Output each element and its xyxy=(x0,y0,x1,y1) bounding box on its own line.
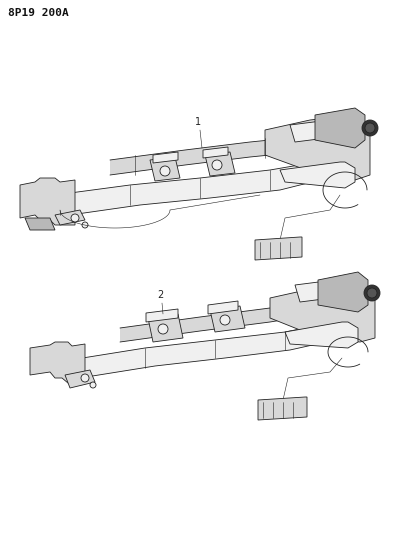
Polygon shape xyxy=(55,210,85,225)
Polygon shape xyxy=(70,322,335,378)
Polygon shape xyxy=(270,283,375,342)
Circle shape xyxy=(362,120,378,136)
Polygon shape xyxy=(285,322,358,348)
Polygon shape xyxy=(120,298,330,342)
Polygon shape xyxy=(258,397,307,420)
Circle shape xyxy=(364,285,380,301)
Polygon shape xyxy=(203,147,228,158)
Polygon shape xyxy=(205,152,235,176)
Polygon shape xyxy=(148,314,183,342)
Polygon shape xyxy=(146,309,178,322)
Polygon shape xyxy=(208,301,238,314)
Circle shape xyxy=(212,160,222,170)
Polygon shape xyxy=(318,272,368,312)
Polygon shape xyxy=(70,322,335,378)
Polygon shape xyxy=(65,370,95,388)
Circle shape xyxy=(220,315,230,325)
Circle shape xyxy=(160,166,170,176)
Circle shape xyxy=(365,123,375,133)
Polygon shape xyxy=(25,218,55,230)
Polygon shape xyxy=(255,237,302,260)
Polygon shape xyxy=(210,306,245,332)
Circle shape xyxy=(71,214,79,222)
Circle shape xyxy=(158,324,168,334)
Polygon shape xyxy=(265,115,370,180)
Polygon shape xyxy=(153,152,178,163)
Polygon shape xyxy=(315,108,365,148)
Polygon shape xyxy=(290,118,350,142)
Circle shape xyxy=(367,288,377,298)
Polygon shape xyxy=(20,178,75,225)
Text: 2: 2 xyxy=(157,290,163,300)
Polygon shape xyxy=(30,342,85,383)
Circle shape xyxy=(81,374,89,382)
Circle shape xyxy=(90,382,96,388)
Polygon shape xyxy=(150,157,180,181)
Text: 1: 1 xyxy=(195,117,201,127)
Polygon shape xyxy=(295,278,355,302)
Polygon shape xyxy=(55,158,340,215)
Polygon shape xyxy=(110,130,355,175)
Polygon shape xyxy=(280,162,355,188)
Text: 8P19 200A: 8P19 200A xyxy=(8,8,69,18)
Circle shape xyxy=(82,222,88,228)
